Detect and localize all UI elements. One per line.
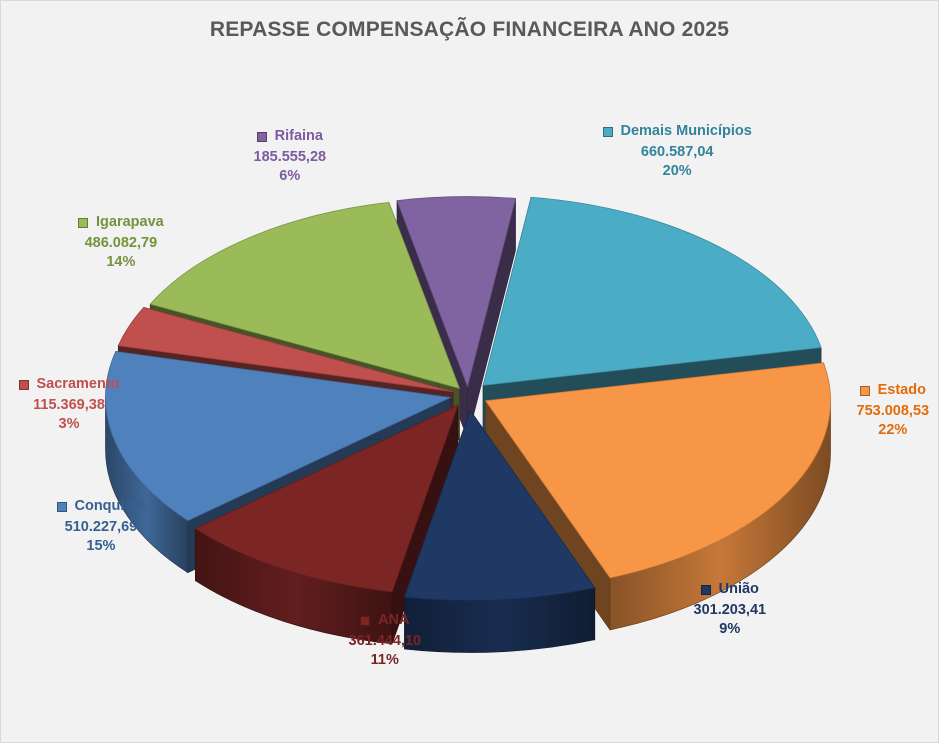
- chart-title: REPASSE COMPENSAÇÃO FINANCEIRA ANO 2025: [209, 18, 730, 41]
- pie-slice-uni-o: [403, 409, 596, 653]
- data-label-estado: Estado 753.008,53 22%: [857, 381, 930, 440]
- data-label-ana: ANA 361.444,10 11%: [349, 611, 422, 670]
- slice-value: 660.587,04: [640, 143, 714, 160]
- slice-value: 486.082,79: [84, 234, 158, 251]
- slice-top: [149, 201, 461, 389]
- slice-value: 301.203,41: [693, 601, 767, 618]
- slice-name: Igarapava: [96, 214, 164, 230]
- slice-value: 185.555,28: [253, 148, 327, 165]
- slice-top: [194, 404, 459, 593]
- legend-key-icon: [360, 615, 371, 626]
- pie-slice-ana: [194, 404, 459, 645]
- slice-top: [105, 351, 452, 522]
- slice-name: Estado: [877, 382, 926, 398]
- slice-percent: 3%: [58, 415, 80, 432]
- slice-name: União: [718, 581, 759, 597]
- slice-value: 753.008,53: [856, 402, 930, 419]
- data-label-rifaina: Rifaina 185.555,28 6%: [254, 127, 327, 186]
- slice-top: [396, 196, 517, 388]
- slice-percent: 15%: [86, 537, 116, 554]
- slice-percent: 22%: [878, 421, 908, 438]
- legend-key-icon: [602, 126, 613, 137]
- slice-percent: 14%: [106, 253, 136, 270]
- slice-value: 361.444,10: [348, 632, 422, 649]
- slice-percent: 20%: [662, 162, 692, 179]
- slice-value: 115.369,38: [33, 396, 105, 413]
- slice-top: [484, 362, 831, 579]
- slice-value: 510.227,69: [64, 518, 138, 535]
- data-label-conquista: Conquista 510.227,69 15%: [56, 497, 146, 556]
- slice-name: ANA: [378, 612, 410, 628]
- legend-key-icon: [78, 217, 88, 228]
- data-label-uni-o: União 301.203,41 9%: [694, 580, 767, 639]
- slice-top: [482, 196, 822, 386]
- slice-name: Sacramento: [36, 376, 120, 392]
- slice-name: Demais Municípios: [620, 123, 752, 139]
- legend-key-icon: [18, 379, 29, 390]
- slice-percent: 6%: [279, 167, 301, 184]
- slice-name: Rifaina: [274, 128, 323, 144]
- legend-key-icon: [256, 131, 267, 142]
- data-label-demais-munic-pios: Demais Municípios 660.587,04 20%: [602, 122, 752, 181]
- data-label-igarapava: Igarapava 486.082,79 14%: [78, 213, 164, 272]
- legend-key-icon: [700, 584, 711, 595]
- data-label-sacramento: Sacramento 115.369,38 3%: [18, 375, 120, 434]
- slice-percent: 9%: [719, 620, 741, 637]
- slice-top: [403, 409, 596, 601]
- slice-name: Conquista: [74, 498, 146, 514]
- legend-key-icon: [859, 385, 870, 396]
- slice-top: [117, 306, 454, 393]
- legend-key-icon: [56, 501, 67, 512]
- slice-percent: 11%: [370, 651, 399, 668]
